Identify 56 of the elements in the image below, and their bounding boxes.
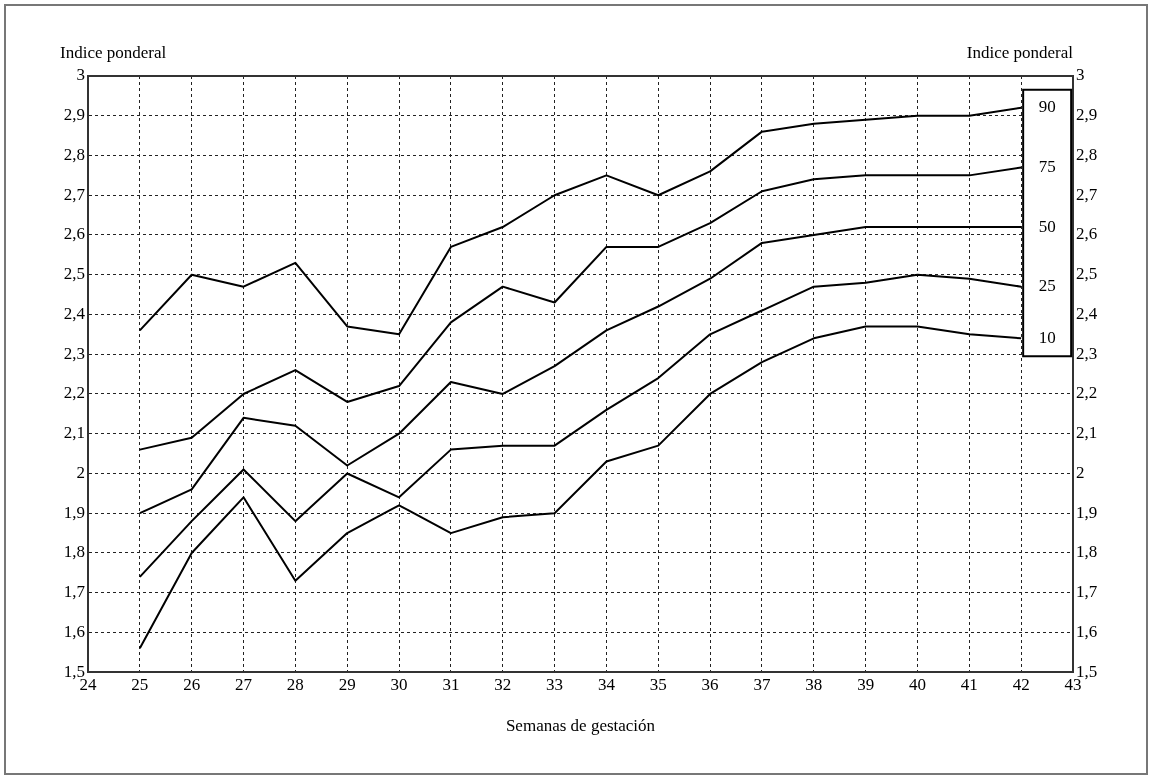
y-tick-label: 1,8: [63, 542, 85, 562]
y-axis-title: Indice ponderal: [60, 42, 167, 62]
y2-tick-label: 1,9: [1076, 502, 1098, 522]
y2-tick-label: 2,9: [1076, 105, 1098, 125]
y-tick-label: 2,1: [63, 423, 85, 443]
x-tick-label: 42: [1012, 674, 1030, 694]
x-tick-label: 31: [442, 674, 460, 694]
x-tick-label: 32: [494, 674, 512, 694]
y2-tick-label: 2: [1076, 462, 1085, 482]
y2-tick-label: 2,8: [1076, 144, 1098, 164]
y2-tick-label: 2,7: [1076, 184, 1098, 204]
x-tick-label: 39: [857, 674, 875, 694]
x-tick-label: 37: [753, 674, 771, 694]
y-tick-label: 2,5: [63, 264, 85, 284]
x-tick-label: 25: [131, 674, 149, 694]
y2-tick-label: 2,5: [1076, 264, 1098, 284]
x-tick-label: 41: [960, 674, 978, 694]
y-tick-label: 2,3: [63, 343, 85, 363]
series-label: 10: [1038, 327, 1056, 347]
y2-tick-label: 2,1: [1076, 423, 1098, 443]
x-tick-label: 40: [908, 674, 926, 694]
y-tick-label: 1,9: [63, 502, 85, 522]
y2-tick-label: 2,6: [1076, 224, 1098, 244]
x-tick-label: 27: [235, 674, 253, 694]
y-tick-label: 2,2: [63, 383, 85, 403]
series-label: 50: [1038, 216, 1056, 236]
y-tick-label: 2,6: [63, 224, 85, 244]
y-tick-label: 2,8: [63, 144, 85, 164]
y2-tick-label: 2,3: [1076, 343, 1098, 363]
y2-tick-label: 1,6: [1076, 621, 1098, 641]
x-tick-label: 30: [390, 674, 408, 694]
x-tick-label: 29: [338, 674, 356, 694]
x-tick-label: 36: [701, 674, 719, 694]
y-tick-label: 2: [76, 462, 85, 482]
y2-tick-label: 2,2: [1076, 383, 1098, 403]
y2-tick-label: 1,7: [1076, 582, 1098, 602]
y-tick-label: 1,6: [63, 621, 85, 641]
x-tick-label: 28: [286, 674, 304, 694]
x-tick-label: 33: [546, 674, 564, 694]
y-tick-label: 2,7: [63, 184, 86, 204]
y-tick-label: 2,4: [63, 303, 86, 323]
series-label: 90: [1038, 97, 1056, 117]
y2-tick-label: 2,4: [1076, 303, 1098, 323]
y-tick-label: 2,9: [63, 105, 85, 125]
y2-tick-label: 3: [1076, 65, 1085, 85]
x-tick-label: 35: [649, 674, 667, 694]
y2-axis-title: Indice ponderal: [966, 42, 1074, 62]
x-axis-title: Semanas de gestación: [505, 716, 656, 736]
y-tick-label: 1,7: [63, 582, 86, 602]
series-label: 75: [1038, 156, 1056, 176]
x-tick-label: 34: [597, 674, 616, 694]
y2-tick-label: 1,8: [1076, 542, 1098, 562]
x-tick-label: 26: [183, 674, 201, 694]
x-tick-label: 38: [805, 674, 823, 694]
series-label: 25: [1038, 276, 1056, 296]
y-tick-label: 3: [76, 65, 85, 85]
